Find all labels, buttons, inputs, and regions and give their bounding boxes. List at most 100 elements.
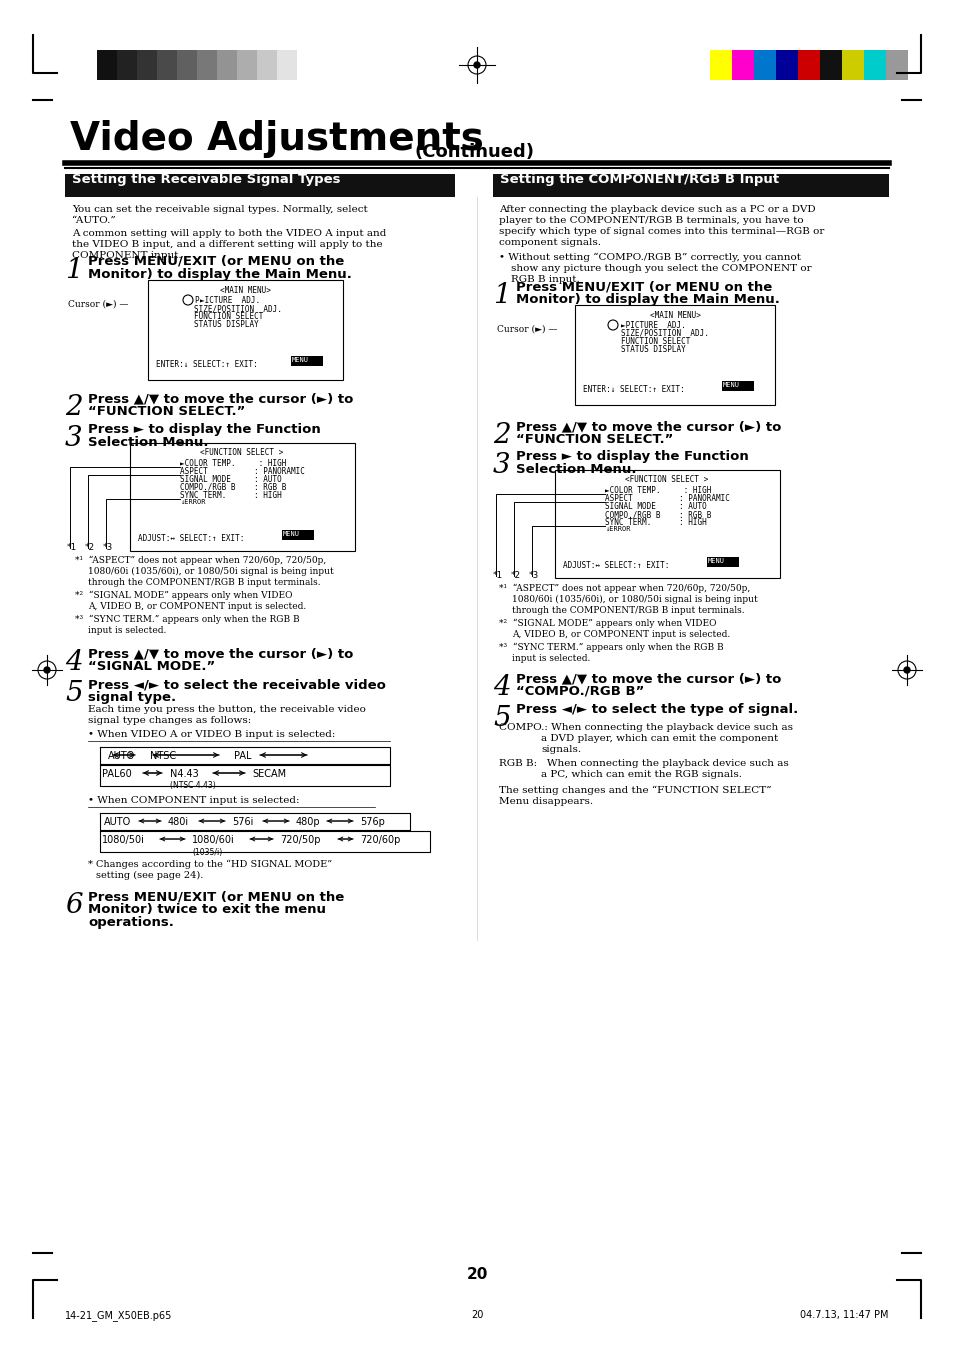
Text: Press MENU/EXIT (or MENU on the: Press MENU/EXIT (or MENU on the bbox=[88, 254, 344, 268]
Bar bbox=[820, 50, 841, 80]
Text: • When VIDEO A or VIDEO B input is selected:: • When VIDEO A or VIDEO B input is selec… bbox=[88, 731, 335, 739]
Text: (Continued): (Continued) bbox=[415, 143, 535, 161]
Text: A, VIDEO B, or COMPONENT input is selected.: A, VIDEO B, or COMPONENT input is select… bbox=[512, 630, 729, 639]
Text: Menu disappears.: Menu disappears. bbox=[498, 797, 593, 806]
Bar bbox=[130, 442, 355, 551]
Text: ASPECT          : PANORAMIC: ASPECT : PANORAMIC bbox=[604, 494, 729, 503]
Text: SECAM: SECAM bbox=[252, 769, 286, 779]
Bar bbox=[117, 50, 137, 80]
Text: 1: 1 bbox=[65, 257, 83, 284]
Text: Press MENU/EXIT (or MENU on the: Press MENU/EXIT (or MENU on the bbox=[88, 890, 344, 902]
Text: show any picture though you select the COMPONENT or: show any picture though you select the C… bbox=[511, 264, 811, 273]
Text: PAL60: PAL60 bbox=[102, 769, 132, 779]
Text: 576p: 576p bbox=[359, 817, 384, 827]
Text: STATUS DISPLAY: STATUS DISPLAY bbox=[193, 321, 258, 329]
Text: through the COMPONENT/RGB B input terminals.: through the COMPONENT/RGB B input termin… bbox=[512, 606, 744, 616]
Text: component signals.: component signals. bbox=[498, 238, 600, 248]
Text: “SIGNAL MODE.”: “SIGNAL MODE.” bbox=[88, 660, 215, 672]
Text: Press MENU/EXIT (or MENU on the: Press MENU/EXIT (or MENU on the bbox=[516, 280, 771, 294]
Text: Press ► to display the Function: Press ► to display the Function bbox=[516, 451, 748, 463]
Text: AUTO: AUTO bbox=[104, 817, 132, 827]
Text: 14-21_GM_X50EB.p65: 14-21_GM_X50EB.p65 bbox=[65, 1310, 172, 1321]
Text: AUTO: AUTO bbox=[108, 751, 135, 760]
Text: a PC, which can emit the RGB signals.: a PC, which can emit the RGB signals. bbox=[540, 770, 741, 779]
Text: “COMPO./RGB B”: “COMPO./RGB B” bbox=[516, 685, 643, 698]
Bar bbox=[282, 530, 314, 540]
Text: (NTSC 4.43): (NTSC 4.43) bbox=[170, 781, 215, 790]
Text: operations.: operations. bbox=[88, 916, 173, 930]
Bar bbox=[493, 175, 888, 198]
Text: MENU: MENU bbox=[292, 357, 309, 363]
Text: *3: *3 bbox=[103, 543, 113, 552]
Text: RGB B:   When connecting the playback device such as: RGB B: When connecting the playback devi… bbox=[498, 759, 788, 769]
Text: Setting the COMPONENT/RGB B Input: Setting the COMPONENT/RGB B Input bbox=[499, 173, 779, 185]
Text: ENTER:↓ SELECT:↑ EXIT:: ENTER:↓ SELECT:↑ EXIT: bbox=[582, 386, 684, 394]
Circle shape bbox=[903, 667, 909, 672]
Text: ADJUST:↔ SELECT:↑ EXIT:: ADJUST:↔ SELECT:↑ EXIT: bbox=[138, 534, 244, 543]
Text: 2: 2 bbox=[493, 422, 510, 449]
Bar bbox=[721, 382, 753, 391]
Text: *1: *1 bbox=[67, 543, 77, 552]
Text: 1080/60i (1035/60i), or 1080/50i signal is being input: 1080/60i (1035/60i), or 1080/50i signal … bbox=[512, 595, 757, 605]
Text: *2: *2 bbox=[511, 571, 520, 580]
Bar bbox=[555, 469, 780, 578]
Text: 1080/60i: 1080/60i bbox=[192, 835, 234, 846]
Text: *³  “SYNC TERM.” appears only when the RGB B: *³ “SYNC TERM.” appears only when the RG… bbox=[498, 643, 723, 652]
Text: A common setting will apply to both the VIDEO A input and: A common setting will apply to both the … bbox=[71, 229, 386, 238]
Text: Monitor) to display the Main Menu.: Monitor) to display the Main Menu. bbox=[88, 268, 352, 281]
Text: ENTER:↓ SELECT:↑ EXIT:: ENTER:↓ SELECT:↑ EXIT: bbox=[156, 360, 257, 369]
Text: A, VIDEO B, or COMPONENT input is selected.: A, VIDEO B, or COMPONENT input is select… bbox=[88, 602, 306, 612]
Text: Press ◄/► to select the receivable video: Press ◄/► to select the receivable video bbox=[88, 678, 385, 691]
Bar bbox=[157, 50, 177, 80]
Text: Press ▲/▼ to move the cursor (►) to: Press ▲/▼ to move the cursor (►) to bbox=[88, 647, 353, 660]
Text: a DVD player, which can emit the component: a DVD player, which can emit the compone… bbox=[540, 733, 778, 743]
Bar bbox=[65, 175, 455, 198]
Bar bbox=[137, 50, 157, 80]
Text: Cursor (►) —: Cursor (►) — bbox=[497, 325, 557, 334]
Text: <FUNCTION SELECT >: <FUNCTION SELECT > bbox=[200, 448, 283, 457]
Text: signal type changes as follows:: signal type changes as follows: bbox=[88, 716, 251, 725]
Text: 1: 1 bbox=[493, 281, 510, 308]
Text: setting (see page 24).: setting (see page 24). bbox=[96, 871, 203, 879]
Text: FUNCTION SELECT: FUNCTION SELECT bbox=[620, 337, 690, 346]
Text: Selection Menu.: Selection Menu. bbox=[516, 463, 636, 476]
Text: COMPO./RGB B    : RGB B: COMPO./RGB B : RGB B bbox=[604, 510, 711, 520]
Text: 3: 3 bbox=[493, 452, 510, 479]
Text: <MAIN MENU>: <MAIN MENU> bbox=[219, 285, 270, 295]
Text: Press ► to display the Function: Press ► to display the Function bbox=[88, 423, 320, 436]
Bar bbox=[709, 50, 731, 80]
Bar bbox=[753, 50, 775, 80]
Text: signals.: signals. bbox=[540, 746, 580, 754]
Text: 04.7.13, 11:47 PM: 04.7.13, 11:47 PM bbox=[800, 1310, 888, 1321]
Bar bbox=[148, 280, 343, 380]
Text: Cursor (►) —: Cursor (►) — bbox=[68, 300, 129, 308]
Bar bbox=[276, 50, 296, 80]
Text: the VIDEO B input, and a different setting will apply to the: the VIDEO B input, and a different setti… bbox=[71, 239, 382, 249]
Text: (1035/i): (1035/i) bbox=[192, 848, 222, 856]
Bar bbox=[196, 50, 216, 80]
Text: * Changes according to the “HD SIGNAL MODE”: * Changes according to the “HD SIGNAL MO… bbox=[88, 861, 332, 870]
Text: ►COLOR TEMP.     : HIGH: ►COLOR TEMP. : HIGH bbox=[180, 459, 286, 468]
Text: 3: 3 bbox=[65, 425, 83, 452]
Text: Selection Menu.: Selection Menu. bbox=[88, 436, 209, 449]
Bar bbox=[256, 50, 276, 80]
Text: SYNC TERM.      : HIGH: SYNC TERM. : HIGH bbox=[180, 491, 281, 501]
Text: ►PICTURE  ADJ.: ►PICTURE ADJ. bbox=[620, 321, 685, 330]
Bar bbox=[706, 557, 739, 567]
Bar bbox=[97, 50, 117, 80]
Text: *¹  “ASPECT” does not appear when 720/60p, 720/50p,: *¹ “ASPECT” does not appear when 720/60p… bbox=[75, 556, 326, 566]
Text: COMPO./RGB B    : RGB B: COMPO./RGB B : RGB B bbox=[180, 483, 286, 492]
Text: • Without setting “COMPO./RGB B” correctly, you cannot: • Without setting “COMPO./RGB B” correct… bbox=[498, 253, 801, 262]
Text: SIGNAL MODE     : AUTO: SIGNAL MODE : AUTO bbox=[180, 475, 281, 484]
Text: SIZE/POSITION  ADJ.: SIZE/POSITION ADJ. bbox=[193, 304, 281, 313]
Text: 6: 6 bbox=[65, 892, 83, 919]
Text: specify which type of signal comes into this terminal—RGB or: specify which type of signal comes into … bbox=[498, 227, 823, 235]
Text: input is selected.: input is selected. bbox=[512, 653, 590, 663]
Bar bbox=[731, 50, 753, 80]
Bar bbox=[863, 50, 885, 80]
Text: *²  “SIGNAL MODE” appears only when VIDEO: *² “SIGNAL MODE” appears only when VIDEO bbox=[75, 591, 293, 601]
Text: Press ◄/► to select the type of signal.: Press ◄/► to select the type of signal. bbox=[516, 704, 798, 716]
Text: ►ICTURE  ADJ.: ►ICTURE ADJ. bbox=[200, 296, 260, 304]
Text: Monitor) to display the Main Menu.: Monitor) to display the Main Menu. bbox=[516, 294, 779, 306]
Text: 2: 2 bbox=[65, 394, 83, 421]
